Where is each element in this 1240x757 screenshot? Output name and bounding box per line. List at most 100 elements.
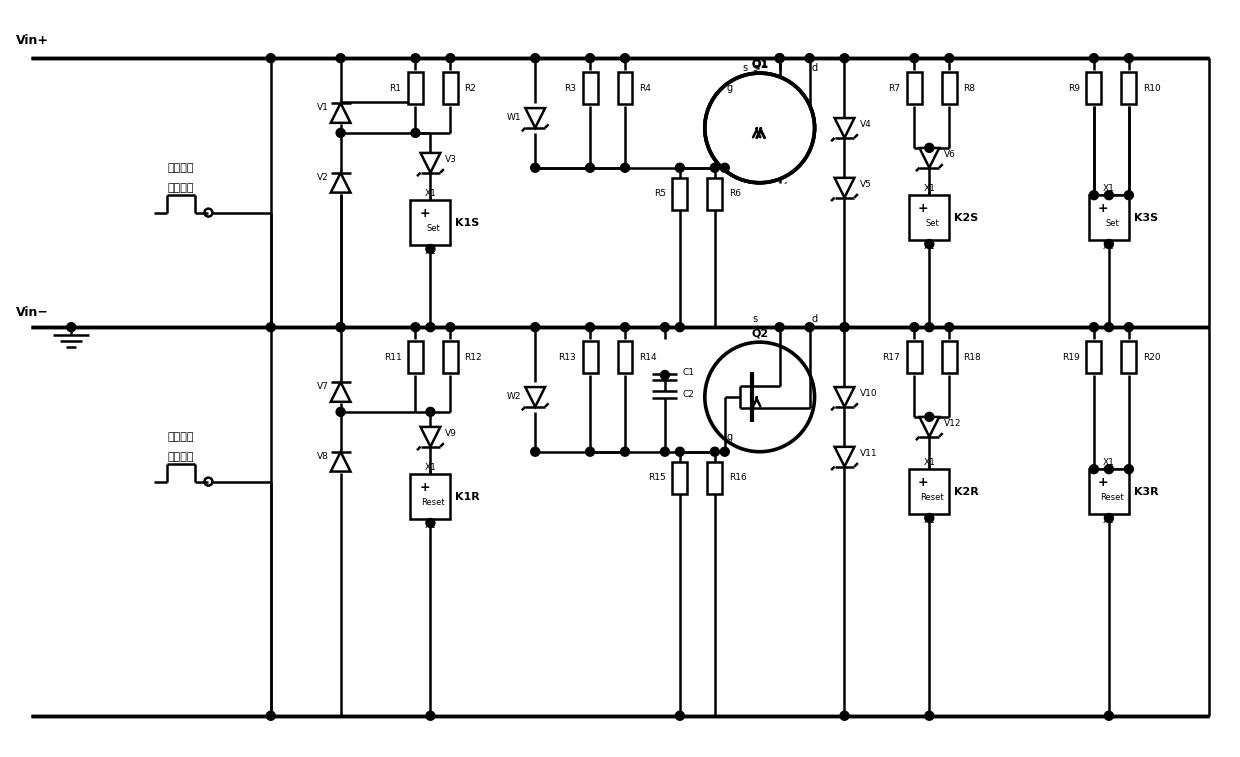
Text: 关断指令: 关断指令 [167,452,195,462]
Polygon shape [835,447,854,466]
Text: R20: R20 [1143,353,1161,362]
Circle shape [925,413,934,422]
Text: K3R: K3R [1133,487,1158,497]
Circle shape [336,407,345,416]
Text: V3: V3 [445,155,458,164]
Circle shape [839,54,849,63]
Text: g: g [727,83,733,93]
Text: K1R: K1R [455,491,480,502]
Text: R2: R2 [464,83,476,92]
Circle shape [1125,322,1133,332]
Text: 闭合指令: 闭合指令 [167,182,195,193]
Text: d: d [811,314,817,324]
Circle shape [676,164,684,173]
Circle shape [620,164,630,173]
Circle shape [531,322,539,332]
Circle shape [711,447,719,456]
Circle shape [1090,191,1099,200]
Bar [909,195,950,240]
Bar [941,72,957,104]
Circle shape [1125,465,1133,474]
Circle shape [661,322,670,332]
Circle shape [336,322,345,332]
Polygon shape [835,118,854,138]
Circle shape [945,54,954,63]
Text: R17: R17 [883,353,900,362]
Text: d: d [811,63,817,73]
Circle shape [267,54,275,63]
Text: R4: R4 [639,83,651,92]
Text: R15: R15 [649,473,666,482]
Circle shape [336,129,345,137]
Bar [906,341,921,373]
Circle shape [699,68,820,188]
Bar [618,341,632,373]
Text: R11: R11 [383,353,402,362]
Circle shape [67,322,76,332]
Text: X2: X2 [924,242,935,251]
Bar [1086,72,1101,104]
Text: +: + [1097,476,1109,489]
Circle shape [410,322,420,332]
Circle shape [676,322,684,332]
Text: s: s [753,63,758,73]
Polygon shape [331,173,351,192]
Text: R16: R16 [729,473,746,482]
Text: R8: R8 [963,83,975,92]
Polygon shape [835,178,854,198]
Text: Q1: Q1 [751,59,769,69]
Circle shape [775,54,784,63]
Text: R14: R14 [639,353,657,362]
Circle shape [585,54,594,63]
Text: +: + [419,481,430,494]
Bar [410,200,450,245]
Text: V12: V12 [945,419,962,428]
Circle shape [925,513,934,522]
Text: X2: X2 [924,516,935,525]
Circle shape [531,447,539,456]
Circle shape [336,322,345,332]
Text: Set: Set [427,224,440,233]
Bar [672,462,687,494]
Circle shape [267,712,275,720]
Text: R5: R5 [653,189,666,198]
Text: V11: V11 [859,449,877,458]
Bar [1121,341,1136,373]
Text: V10: V10 [859,389,877,398]
Circle shape [410,54,420,63]
Text: s: s [743,63,748,73]
Polygon shape [919,417,939,437]
Bar [1089,469,1128,514]
Circle shape [910,322,919,332]
Text: g: g [727,431,733,442]
Text: X1: X1 [924,184,935,193]
Bar [707,462,722,494]
Circle shape [676,712,684,720]
Circle shape [336,54,345,63]
Circle shape [839,322,849,332]
Text: s: s [753,314,758,324]
Text: Q1: Q1 [751,58,769,68]
Circle shape [1125,191,1133,200]
Circle shape [531,54,539,63]
Circle shape [720,164,729,173]
Bar [707,178,722,210]
Bar [408,341,423,373]
Text: X1: X1 [1102,184,1115,193]
Text: Set: Set [1105,219,1118,228]
Circle shape [1105,191,1114,200]
Bar [1086,341,1101,373]
Text: C1: C1 [683,368,694,376]
Polygon shape [526,108,546,128]
Circle shape [775,54,784,63]
Text: Vin−: Vin− [16,306,50,319]
Circle shape [839,322,849,332]
Text: R12: R12 [464,353,482,362]
Bar [909,469,950,514]
Circle shape [805,322,815,332]
Text: R9: R9 [1068,83,1080,92]
Circle shape [925,322,934,332]
Text: Reset: Reset [1100,493,1123,502]
Text: R18: R18 [963,353,981,362]
Text: X1: X1 [1102,458,1115,467]
